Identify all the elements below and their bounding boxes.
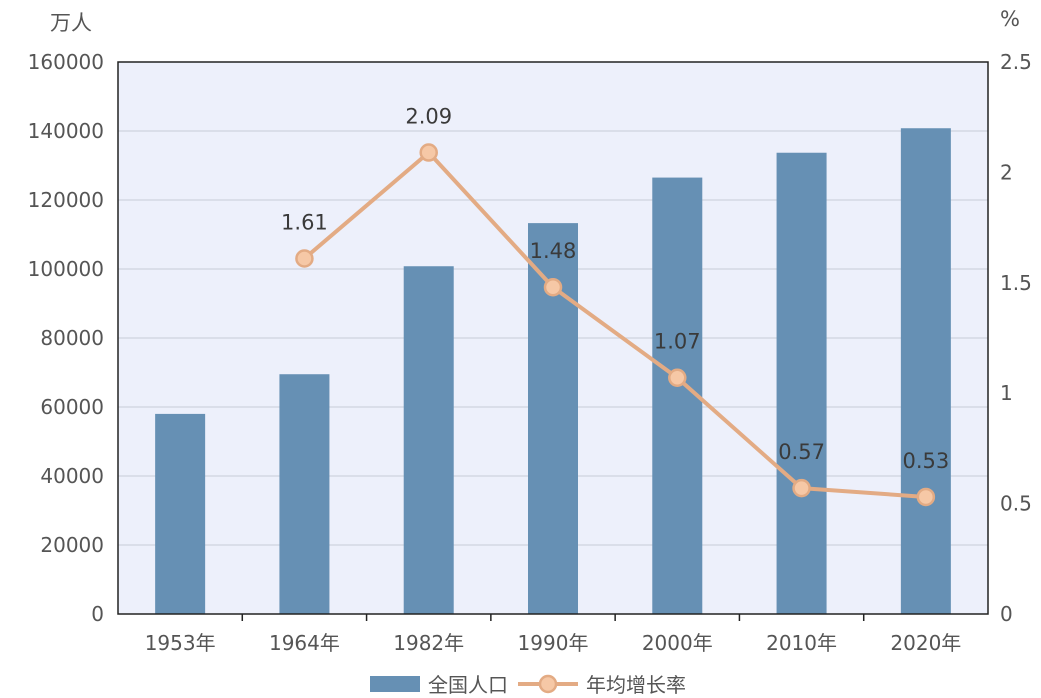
growth-rate-point (916, 487, 936, 507)
legend-bar-swatch (370, 676, 420, 692)
legend-line-marker (538, 674, 558, 694)
x-tick-label: 1990年 (518, 631, 589, 655)
growth-rate-point (295, 249, 314, 268)
x-axis: 1953年 1964年 1982年 1990年 2000年 2010年 2020年 (145, 614, 961, 655)
plot-frame (117, 61, 989, 615)
x-tick-label: 1953年 (145, 631, 216, 655)
left-tick-label: 0 (91, 602, 104, 626)
right-tick-label: 0.5 (1000, 492, 1032, 516)
line-series: 1.61 2.09 1.48 1.07 0.57 0.53 (281, 105, 949, 507)
left-tick-label: 60000 (40, 395, 104, 419)
growth-rate-data-label: 1.61 (281, 211, 328, 235)
growth-rate-point (419, 143, 438, 162)
right-tick-label: 2 (1000, 160, 1013, 184)
right-y-axis: 0 0.5 1 1.5 2 2.5 (1000, 50, 1032, 626)
x-tick-label: 1964年 (269, 631, 340, 655)
left-tick-label: 80000 (40, 326, 104, 350)
population-bar (652, 177, 703, 614)
population-bar (155, 413, 206, 614)
legend-bar-label: 全国人口 (428, 673, 508, 697)
right-tick-label: 1.5 (1000, 271, 1032, 295)
growth-rate-data-label: 1.07 (654, 330, 701, 354)
left-tick-label: 160000 (28, 50, 104, 74)
population-bar (776, 152, 827, 615)
legend-line-label: 年均增长率 (586, 673, 686, 697)
population-bar (279, 374, 330, 614)
right-tick-label: 1 (1000, 381, 1013, 405)
left-axis-unit: 万人 (50, 11, 92, 35)
x-tick-label: 1982年 (393, 631, 464, 655)
growth-rate-line (303, 150, 926, 499)
growth-rate-data-label: 0.53 (902, 449, 949, 473)
growth-rate-point (543, 277, 563, 297)
left-tick-label: 140000 (28, 119, 104, 143)
population-bar (403, 266, 454, 614)
right-tick-label: 2.5 (1000, 50, 1032, 74)
growth-rate-data-label: 1.48 (530, 239, 577, 263)
left-tick-label: 40000 (40, 464, 104, 488)
right-tick-label: 0 (1000, 602, 1013, 626)
bar-series (155, 128, 951, 615)
growth-rate-point (792, 478, 811, 498)
legend: 全国人口 年均增长率 (370, 673, 686, 697)
left-tick-label: 100000 (28, 257, 104, 281)
growth-rate-point (668, 368, 687, 387)
x-tick-label: 2000年 (642, 631, 713, 655)
left-tick-label: 120000 (28, 188, 104, 212)
left-tick-label: 20000 (40, 533, 104, 557)
growth-rate-data-label: 0.57 (778, 440, 825, 464)
growth-rate-data-label: 2.09 (405, 105, 452, 129)
x-tick-label: 2010年 (766, 631, 837, 655)
population-bar (900, 128, 951, 615)
left-y-axis: 0 20000 40000 60000 80000 100000 120000 140000 1… (28, 50, 104, 626)
right-axis-unit: % (1000, 7, 1020, 31)
x-tick-label: 2020年 (890, 631, 961, 655)
